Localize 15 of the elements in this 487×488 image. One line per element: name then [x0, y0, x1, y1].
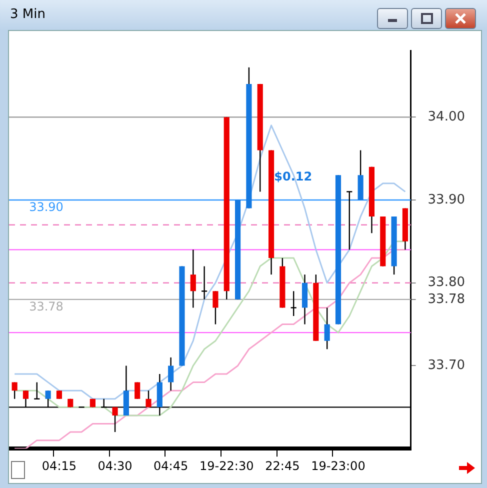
annotation: $0.12	[274, 170, 312, 184]
chart-title: 3 Min	[10, 7, 46, 22]
x-tick-label: 04:45	[154, 458, 188, 473]
x-tick-label: 04:30	[98, 458, 132, 473]
y-tick-label: 33.90	[428, 192, 465, 208]
y-tick-label: 34.00	[428, 109, 465, 124]
y-tick-label: 33.78	[428, 292, 465, 307]
x-tick-label: 04:15	[42, 458, 77, 473]
x-tick-label: 19-23:00	[311, 458, 366, 473]
y-tick-label: 33.80	[428, 275, 465, 290]
ref-line-label: 33.90	[29, 200, 64, 214]
x-tick-label: 22:45	[265, 458, 300, 473]
ref-line-label: 33.78	[29, 300, 64, 314]
y-tick-label: 33.70	[428, 358, 465, 374]
x-tick-label: 19-22:30	[200, 458, 254, 473]
